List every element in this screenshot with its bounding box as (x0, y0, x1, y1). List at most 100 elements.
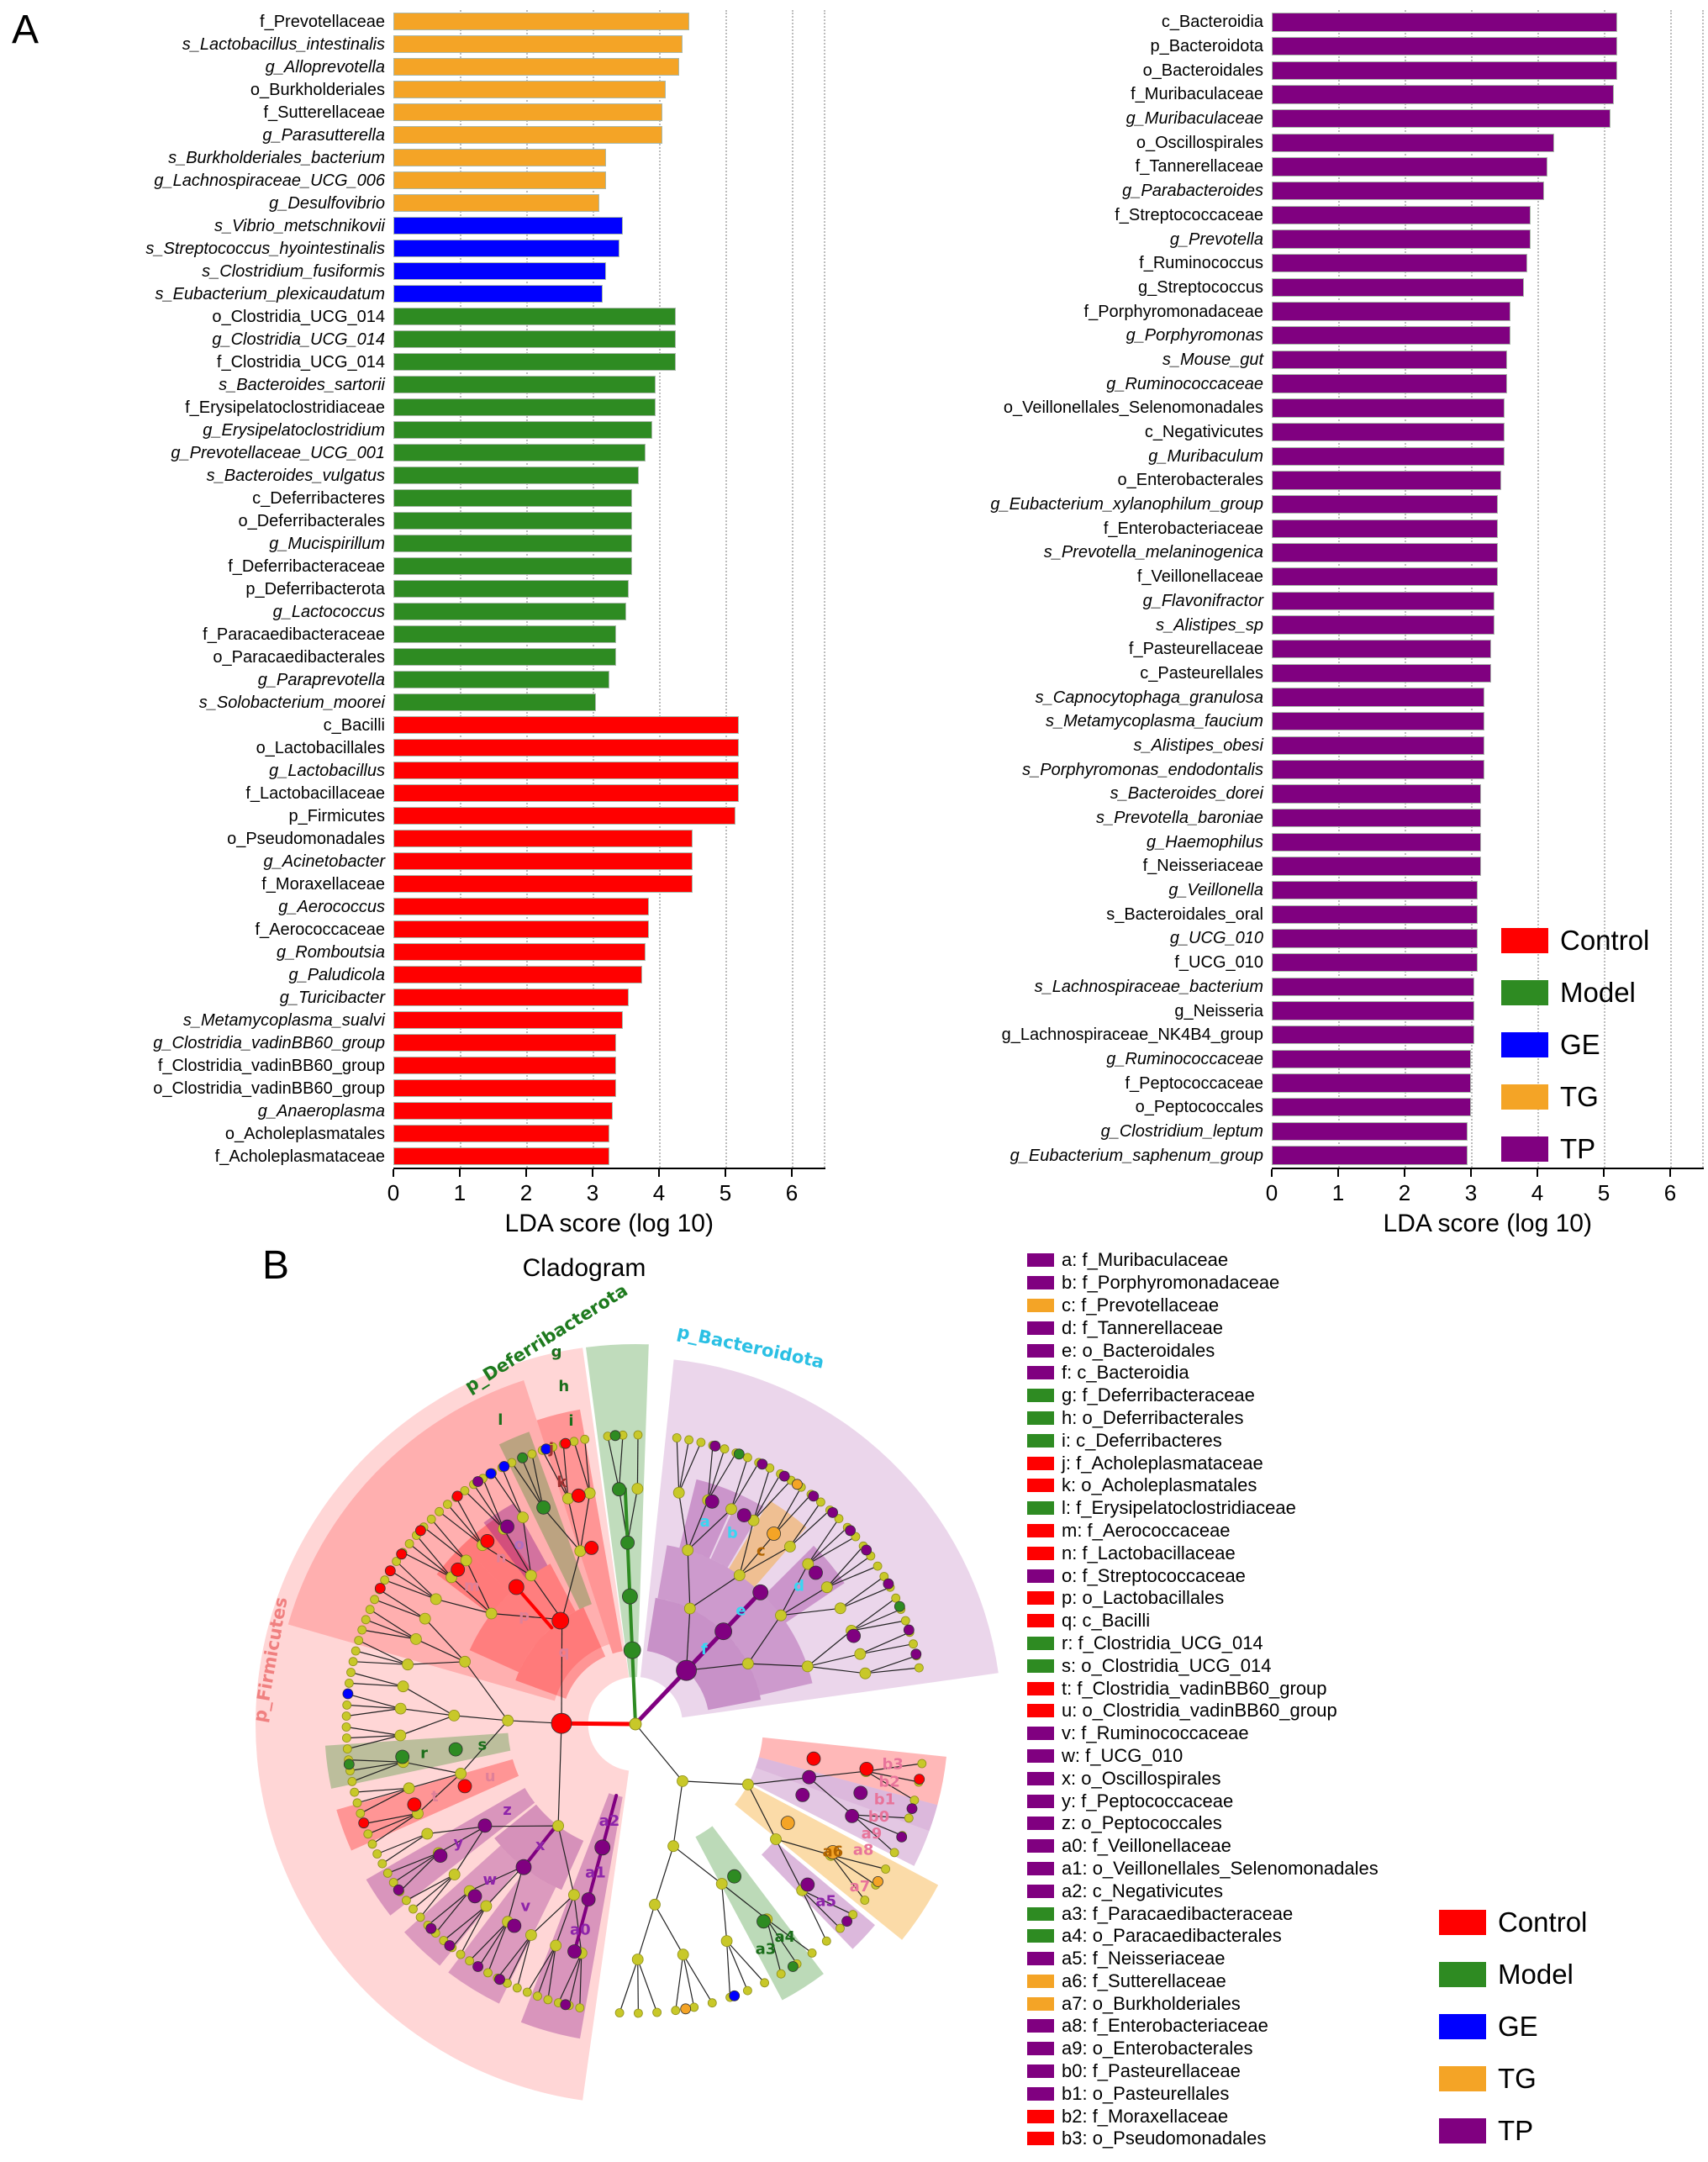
bar-row: g_Prevotellaceae_UCG_001 (7, 441, 825, 464)
cladogram-key-chip (1027, 1501, 1054, 1516)
cladogram-node (448, 1869, 461, 1880)
cladogram-trunk (522, 1822, 559, 1869)
bar-track (393, 918, 825, 941)
legend-item: Model (1501, 977, 1649, 1008)
bar-row: g_Muribaculum (862, 444, 1704, 468)
bar-label: f_Aerococcaceae (255, 920, 385, 939)
lda-bar (393, 715, 739, 735)
cladogram-key-label: a0: f_Veillonellaceae (1062, 1835, 1231, 1857)
lda-bar (393, 806, 735, 825)
bar-label: s_Solobacterium_moorei (198, 693, 385, 712)
axis-tick (1603, 1169, 1605, 1177)
cladogram-node (720, 1444, 730, 1454)
gridline (1604, 10, 1605, 1168)
cladogram-key-label: l: f_Erysipelatoclostridiaceae (1062, 1497, 1296, 1519)
cladogram-node (770, 1833, 782, 1845)
cladogram-key-item: y: f_Peptococcaceae (1027, 1790, 1379, 1812)
bar-row: o_Burkholderiales (7, 78, 825, 101)
cladogram-branch (672, 1845, 723, 1885)
cladogram-highlight-node (384, 1565, 396, 1577)
lda-bar (393, 693, 596, 712)
cladogram-key-item: a8: f_Enterobacteriaceae (1027, 2015, 1379, 2038)
cladogram-key-item: d: f_Tannerellaceae (1027, 1316, 1379, 1339)
gridline (792, 10, 793, 1168)
cladogram-branch (451, 1906, 487, 1948)
cladogram-key-item: a3: f_Paracaedibacteraceae (1027, 1902, 1379, 1925)
cladogram-branch (865, 1770, 915, 1801)
cladogram-branch (683, 1954, 695, 2008)
bar-row: o_Enterobacterales (862, 468, 1704, 493)
cladogram-key-label: a6: f_Sutterellaceae (1062, 1970, 1226, 1991)
bar-label: g_Ruminococcaceae (1106, 1049, 1263, 1068)
cladogram-highlight-node (756, 1914, 771, 1929)
lda-bar (393, 988, 630, 1007)
legend-item: TP (1501, 1133, 1649, 1164)
cladogram-key-chip (1027, 1794, 1054, 1808)
cladogram-branch (678, 1439, 690, 1493)
bar-label: f_Porphyromonadaceae (1083, 302, 1263, 321)
cladogram-key-item: e: o_Bacteroidales (1027, 1339, 1379, 1362)
cladogram-branch (455, 1497, 483, 1546)
cladogram-branch (807, 1518, 840, 1564)
cladogram-highlight-node (621, 1588, 638, 1605)
bar-track (393, 10, 825, 33)
bar-track (1272, 685, 1704, 709)
bar-label: c_Negativicutes (1144, 423, 1263, 442)
cladogram-node (821, 1936, 831, 1946)
cladogram-key-label: r: f_Clostridia_UCG_014 (1062, 1632, 1263, 1653)
cladogram-key-item: q: c_Bacilli (1027, 1610, 1379, 1632)
cladogram-branch (485, 1825, 559, 1827)
bar-label: g_Turicibacter (279, 988, 385, 1007)
cladogram-key-chip (1027, 2042, 1054, 2056)
cladogram-highlight-node (433, 1848, 448, 1864)
cladogram-branch (675, 1954, 684, 2011)
bar-label: g_Muribaculum (1148, 446, 1263, 466)
lda-bar (1272, 543, 1498, 562)
cladogram-letter: a0 (570, 1921, 591, 1938)
cladogram-highlight-node (515, 1859, 532, 1875)
bar-track (1272, 1095, 1704, 1120)
lda-bar (1272, 784, 1481, 804)
bar-track (1272, 565, 1704, 589)
cladogram-node (543, 1995, 553, 2005)
bar-row: p_Firmicutes (7, 804, 825, 827)
cladogram-branch (636, 1434, 639, 1490)
bar-track (393, 623, 825, 646)
cladogram-key-chip (1027, 1906, 1054, 1921)
cladogram-wedge (755, 1757, 938, 1832)
cladogram-highlight-node (551, 1611, 570, 1630)
cladogram-node (409, 1904, 418, 1914)
bar-row: g_Ruminococcaceae (862, 1047, 1704, 1072)
lda-bar (393, 783, 739, 803)
axis-tick-label: 3 (1464, 1180, 1478, 1205)
cladogram-branch (753, 1479, 792, 1521)
cladogram-node (917, 1759, 927, 1769)
bar-track (393, 509, 825, 532)
bar-label: s_Metamycoplasma_faucium (1046, 712, 1263, 731)
cladogram-letter: b3 (882, 1756, 903, 1774)
cladogram-node (783, 1540, 796, 1553)
cladogram-branch (346, 1704, 401, 1710)
cladogram-node (854, 1648, 867, 1660)
cladogram-branch (775, 1838, 831, 1856)
cladogram-branch (446, 1504, 483, 1546)
cladogram-letter: a1 (585, 1864, 606, 1882)
cladogram-key-item: m: f_Aerococcaceae (1027, 1520, 1379, 1542)
bar-track (1272, 179, 1704, 203)
bar-row: f_Moraxellaceae (7, 873, 825, 895)
cladogram-key-label: e: o_Bacteroidales (1062, 1339, 1215, 1361)
cladogram-node (525, 1569, 537, 1582)
cladogram-branch (439, 1511, 483, 1546)
cladogram-branch (678, 1442, 702, 1494)
cladogram-branch (522, 1517, 532, 1576)
cladogram-letter: f (701, 1641, 708, 1658)
bar-row: s_Lactobacillus_intestinalis (7, 33, 825, 55)
lda-bar (1272, 471, 1501, 490)
lda-chart-right-x-axis: 0 1 2 3 4 5 6 (1266, 1168, 1704, 1208)
cladogram-branch (851, 1597, 897, 1632)
cladogram-node (361, 1615, 371, 1625)
bar-label: g_Paraprevotella (257, 670, 385, 689)
lda-chart-left-x-axis-title: LDA score (log 10) (504, 1210, 714, 1237)
cladogram-branch (851, 1608, 901, 1632)
cladogram-letter: a2 (599, 1812, 620, 1830)
